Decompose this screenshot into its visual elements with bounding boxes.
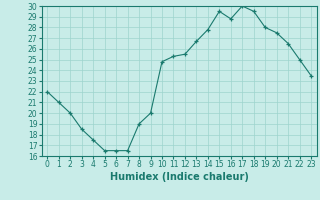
- X-axis label: Humidex (Indice chaleur): Humidex (Indice chaleur): [110, 172, 249, 182]
